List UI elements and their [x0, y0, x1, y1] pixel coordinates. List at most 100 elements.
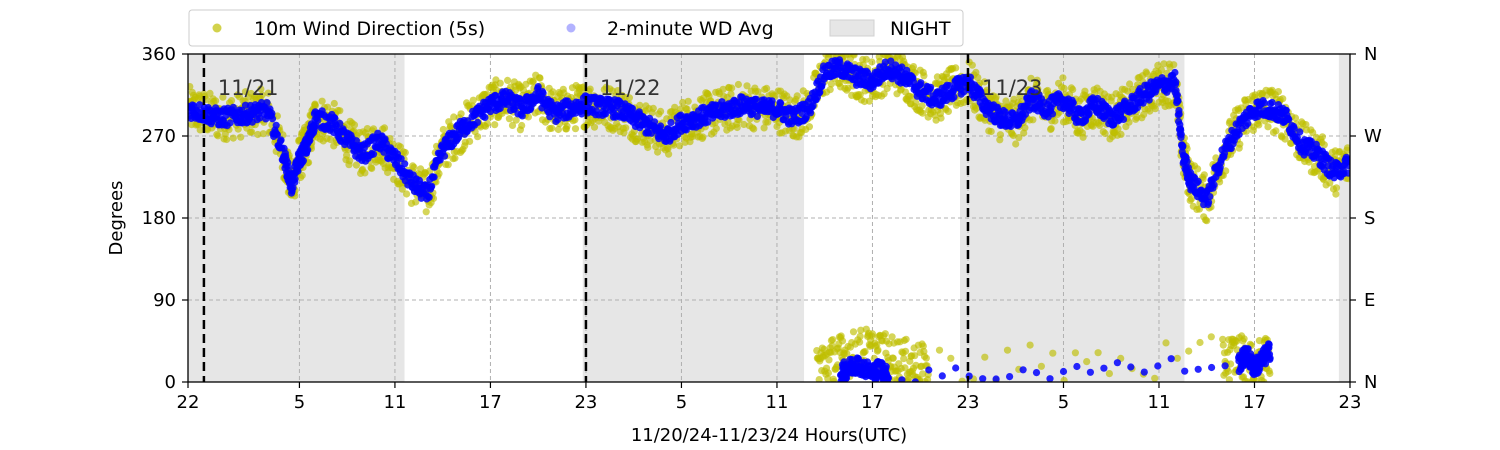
data-point	[1227, 360, 1235, 368]
data-point	[256, 114, 264, 122]
data-point	[880, 90, 888, 98]
data-point	[272, 121, 280, 129]
data-point	[815, 376, 823, 382]
data-point	[1244, 345, 1252, 353]
data-point	[922, 354, 930, 362]
data-point	[1101, 129, 1109, 138]
data-point	[1279, 95, 1287, 103]
data-point	[1127, 363, 1135, 371]
data-point	[534, 83, 542, 91]
data-point	[898, 376, 906, 382]
data-point	[649, 104, 657, 112]
data-point	[777, 99, 785, 107]
data-point	[850, 54, 858, 59]
data-point	[816, 88, 824, 96]
data-point	[1344, 169, 1350, 177]
x-tick-label-0: 22	[177, 392, 200, 413]
y-tick-label-2: 180	[142, 208, 176, 229]
data-point	[214, 132, 222, 140]
data-point	[1177, 130, 1185, 138]
data-point	[277, 136, 285, 144]
data-point	[318, 97, 326, 105]
data-point	[425, 193, 433, 201]
legend: 10m Wind Direction (5s) 2-minute WD Avg …	[188, 9, 964, 47]
data-point	[474, 118, 482, 126]
data-point	[950, 93, 958, 101]
data-point	[259, 130, 267, 138]
data-point	[735, 116, 743, 124]
x-tick-label-12: 23	[1339, 392, 1362, 413]
data-point	[919, 370, 927, 378]
data-point	[1210, 181, 1218, 189]
data-point	[1240, 335, 1248, 343]
data-point	[1049, 349, 1057, 357]
data-point	[428, 182, 436, 190]
data-point	[1194, 177, 1202, 185]
data-point	[1219, 335, 1227, 343]
data-point	[807, 109, 815, 117]
data-point	[1019, 366, 1027, 374]
data-point	[1086, 368, 1094, 376]
data-point	[219, 93, 227, 101]
data-point	[410, 163, 418, 171]
data-point	[980, 78, 989, 86]
data-point	[223, 135, 231, 144]
data-point	[636, 101, 644, 109]
data-point	[554, 125, 563, 134]
data-point	[1290, 124, 1298, 133]
data-point	[1009, 131, 1017, 140]
data-point	[974, 74, 982, 82]
data-point	[1260, 99, 1268, 107]
data-point	[918, 102, 926, 110]
data-point	[664, 145, 672, 153]
legend-label-night: NIGHT	[890, 18, 951, 40]
data-point	[1296, 128, 1304, 136]
data-point	[919, 109, 927, 117]
data-point	[1170, 61, 1178, 69]
data-point	[1268, 98, 1276, 107]
data-point	[1079, 133, 1087, 141]
data-point	[927, 83, 935, 91]
data-point	[496, 79, 504, 87]
data-point	[1237, 104, 1245, 112]
data-point	[889, 354, 897, 362]
data-point	[764, 118, 772, 126]
data-point	[1221, 362, 1229, 370]
legend-patch-night	[829, 19, 875, 37]
data-point	[291, 175, 299, 183]
data-point	[827, 80, 836, 88]
data-point	[883, 84, 891, 93]
x-axis-ticks: 22 5 11 17 23 5 11 17 23 5 11 17 23	[177, 382, 1362, 413]
data-point	[1051, 117, 1059, 125]
data-point	[536, 74, 544, 82]
data-point	[1235, 130, 1243, 138]
data-point	[884, 374, 893, 382]
data-point	[937, 114, 945, 122]
data-point	[838, 337, 847, 345]
data-point	[983, 86, 991, 94]
data-point	[992, 375, 1000, 382]
data-point	[625, 94, 634, 102]
data-point	[1085, 109, 1093, 117]
data-point	[712, 124, 720, 133]
legend-marker-wind-direction	[212, 23, 222, 33]
data-point	[1302, 121, 1310, 129]
data-point	[887, 57, 895, 65]
x-tick-label-10: 11	[1148, 392, 1171, 413]
data-point	[398, 185, 406, 193]
x-tick-label-4: 23	[574, 392, 597, 413]
data-point	[1318, 133, 1326, 141]
data-point	[1244, 119, 1252, 128]
data-point	[1194, 165, 1202, 173]
data-point	[704, 118, 712, 126]
data-point	[1140, 110, 1148, 119]
data-point	[901, 364, 909, 372]
data-point	[586, 85, 594, 93]
data-point	[1174, 97, 1182, 105]
data-point	[336, 119, 344, 127]
data-point	[1185, 347, 1193, 355]
data-point	[972, 104, 981, 112]
data-point	[1006, 373, 1014, 381]
series-3	[837, 340, 1274, 382]
data-point	[1195, 205, 1203, 213]
